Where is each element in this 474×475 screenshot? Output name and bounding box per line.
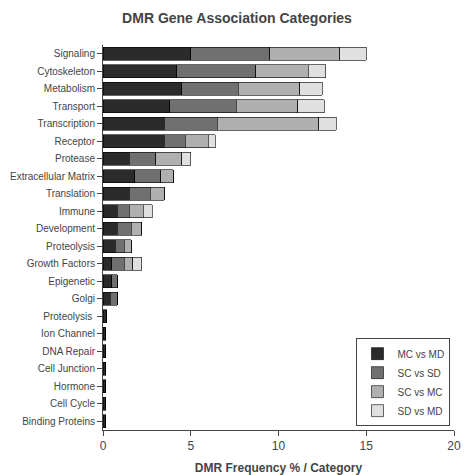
svg-text:Development: Development <box>36 223 95 234</box>
svg-text:Proteolysis: Proteolysis <box>43 311 95 322</box>
svg-text:0: 0 <box>100 439 107 453</box>
svg-text:Receptor: Receptor <box>54 136 95 147</box>
svg-text:DMR Gene Association Categorie: DMR Gene Association Categories <box>122 10 352 26</box>
svg-text:15: 15 <box>360 439 374 453</box>
svg-text:Signaling: Signaling <box>54 48 95 59</box>
svg-text:Cytoskeleton: Cytoskeleton <box>37 66 95 77</box>
svg-text:Protease: Protease <box>55 153 95 164</box>
svg-text:5: 5 <box>187 439 194 453</box>
svg-text:Binding Proteins: Binding Proteins <box>22 416 95 427</box>
svg-text:DMR Frequency % / Category: DMR Frequency % / Category <box>195 461 363 475</box>
svg-text:Extracellular Matrix: Extracellular Matrix <box>10 171 95 182</box>
svg-text:Immune: Immune <box>59 206 96 217</box>
svg-text:Epigenetic: Epigenetic <box>48 276 95 287</box>
svg-text:Translation: Translation <box>46 188 95 199</box>
svg-text:Metabolism: Metabolism <box>44 83 95 94</box>
svg-text:Cell Cycle: Cell Cycle <box>50 398 95 409</box>
svg-text:Cell Junction: Cell Junction <box>38 363 95 374</box>
svg-text:SC vs MC: SC vs MC <box>397 387 442 398</box>
svg-text:Hormone: Hormone <box>54 381 96 392</box>
svg-text:Golgi: Golgi <box>72 293 95 304</box>
svg-text:Ion Channel: Ion Channel <box>41 328 95 339</box>
svg-text:Proteolysis: Proteolysis <box>46 241 95 252</box>
svg-text:10: 10 <box>272 439 286 453</box>
svg-text:20: 20 <box>447 439 461 453</box>
svg-text:Transcription: Transcription <box>38 118 95 129</box>
svg-text:MC vs MD: MC vs MD <box>397 349 444 360</box>
svg-text:DNA Repair: DNA Repair <box>42 346 95 357</box>
svg-text:Growth Factors: Growth Factors <box>27 258 95 269</box>
svg-text:SD vs MD: SD vs MD <box>397 406 442 417</box>
svg-text:SC vs SD: SC vs SD <box>397 368 440 379</box>
svg-text:Transport: Transport <box>53 101 96 112</box>
